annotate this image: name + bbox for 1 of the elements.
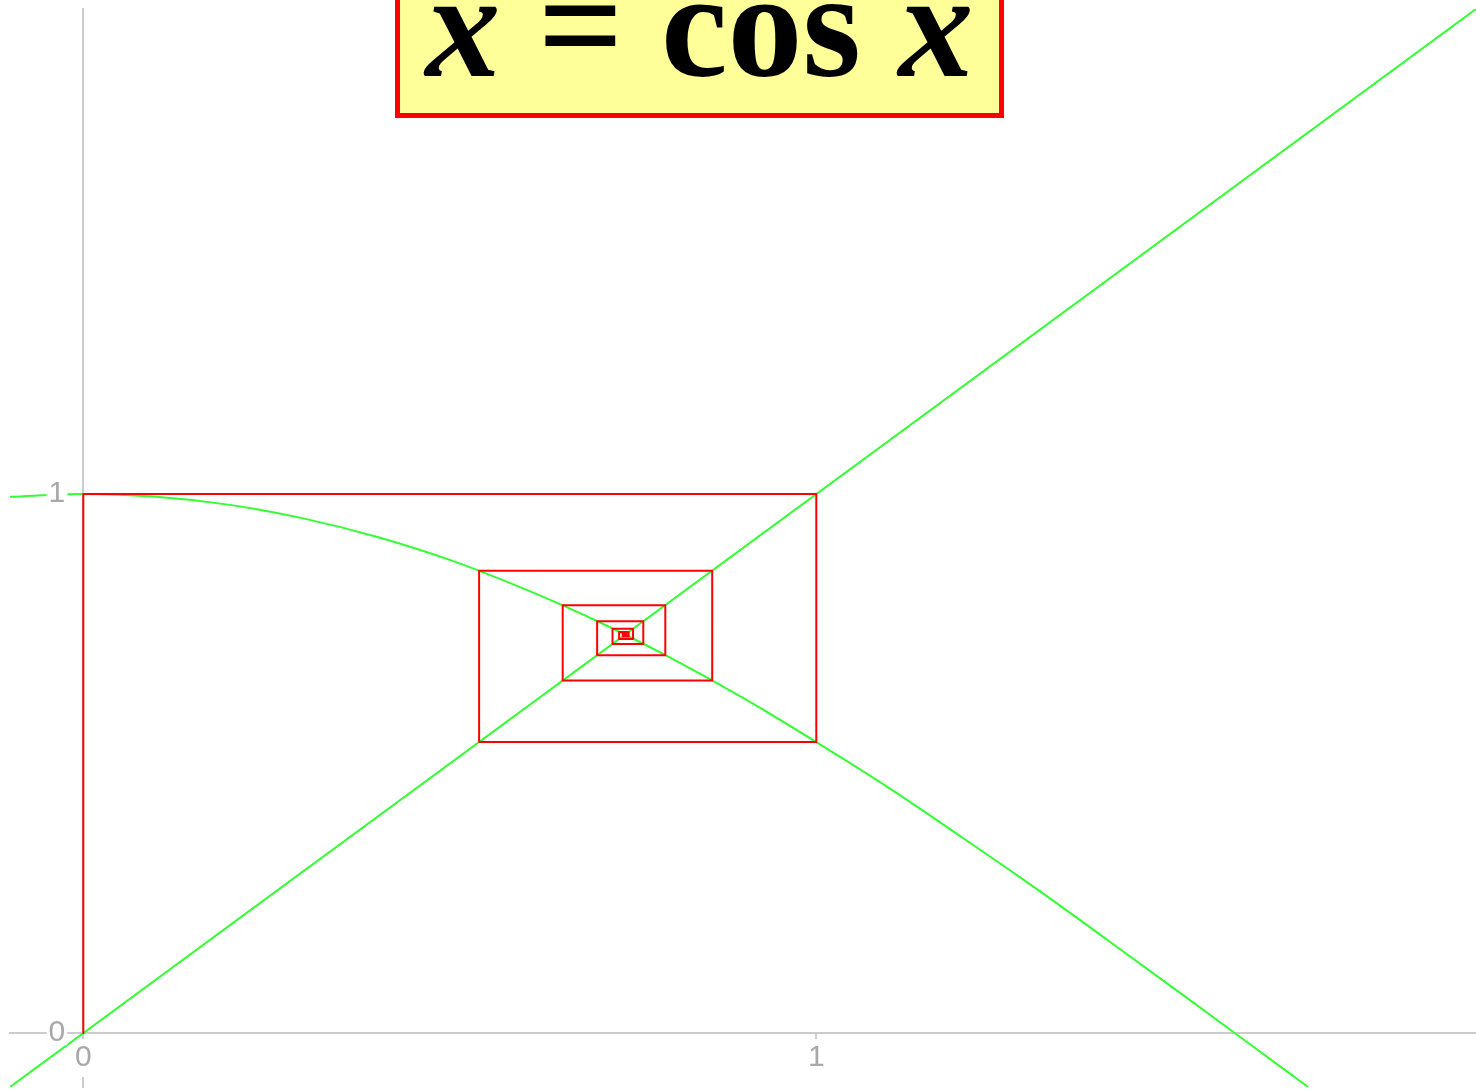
chart-title: x = cos x [422,0,975,109]
